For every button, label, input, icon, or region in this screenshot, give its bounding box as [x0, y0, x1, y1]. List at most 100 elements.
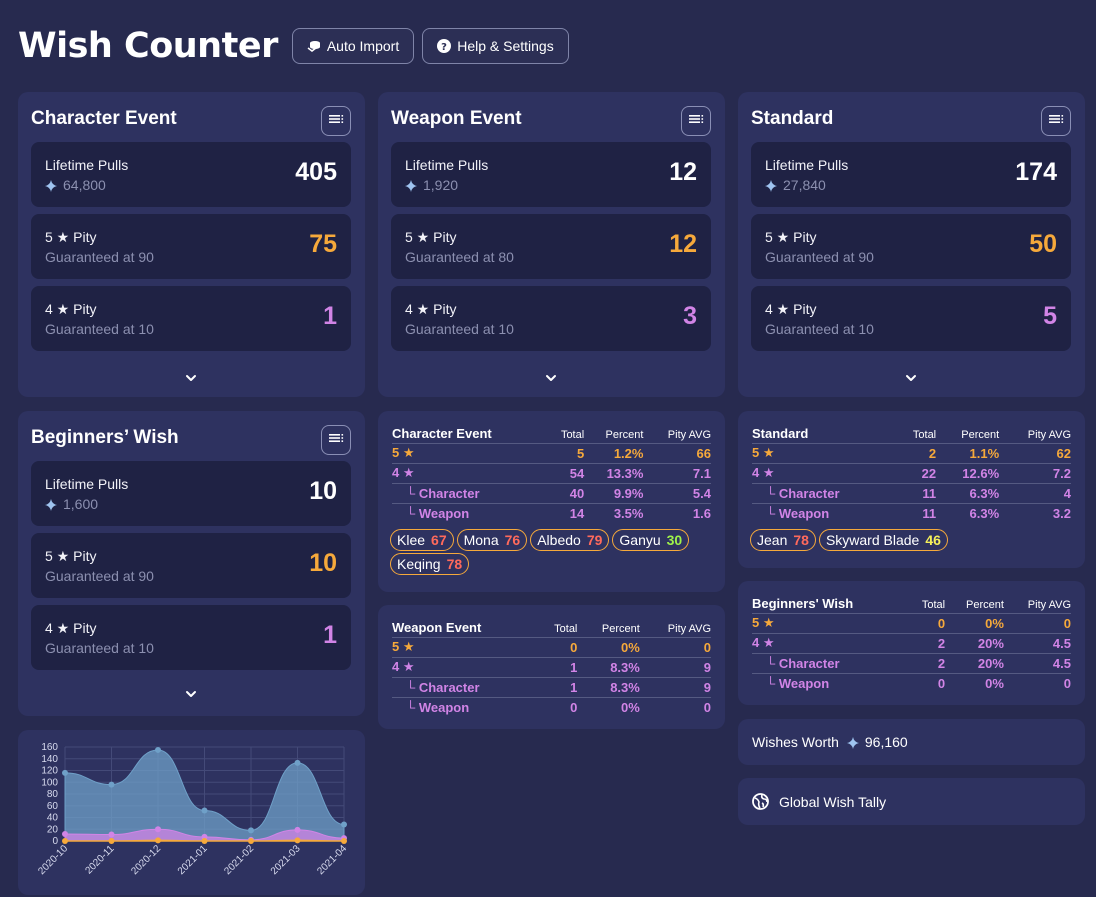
five-star-guarantee: Guaranteed at 90: [45, 249, 154, 265]
character-event-stats-card: Character Event Total Percent Pity AVG 5…: [378, 411, 725, 592]
character-event-stats-table: Character Event Total Percent Pity AVG 5…: [392, 425, 711, 523]
standard-card: Standard Lifetime Pulls 27,840 174 5 ★ P…: [738, 92, 1085, 397]
four-star-guarantee: Guaranteed at 10: [45, 640, 154, 656]
row-percent: 12.6%: [936, 463, 1000, 484]
four-star-pity-panel: 4 ★ Pity Guaranteed at 10 5: [751, 286, 1071, 351]
row-pity: 9: [639, 677, 711, 698]
percent-header: Percent: [945, 595, 1004, 614]
history-chip[interactable]: Jean 78: [750, 529, 816, 551]
four-star-pity-value: 5: [1043, 302, 1057, 330]
chip-pity: 46: [925, 532, 941, 548]
data-point[interactable]: [201, 838, 208, 844]
stats-table-title: Character Event: [392, 425, 548, 444]
five-star-pity-value: 12: [669, 230, 697, 258]
five-star-pity-label: 5 ★ Pity: [765, 229, 817, 245]
row-percent: 8.3%: [577, 657, 640, 678]
pity-avg-header: Pity AVG: [999, 425, 1071, 444]
history-chip[interactable]: Keqing 78: [390, 553, 470, 575]
beginners-wish-menu-button[interactable]: [321, 425, 351, 455]
row-total: 22: [897, 463, 937, 484]
x-tick-label: 2020-12: [129, 843, 163, 877]
table-row: └ Weapon 11 6.3% 3.2: [752, 503, 1071, 523]
lifetime-gems-value: 1,920: [423, 177, 459, 193]
row-total: 11: [922, 505, 937, 521]
five-star-pity-label: 5 ★ Pity: [45, 229, 97, 245]
data-point[interactable]: [108, 781, 115, 788]
help-settings-label: Help & Settings: [457, 38, 554, 54]
expand-chevron-icon[interactable]: [184, 686, 198, 697]
row-label: └ Weapon: [766, 675, 830, 691]
expand-chevron-icon[interactable]: [544, 370, 558, 381]
help-settings-button[interactable]: ? Help & Settings: [422, 28, 569, 64]
four-star-guarantee: Guaranteed at 10: [45, 321, 154, 337]
lifetime-gems: 64,800: [45, 177, 106, 193]
data-point[interactable]: [248, 838, 254, 844]
row-percent: 0%: [985, 675, 1004, 691]
data-point[interactable]: [155, 746, 161, 753]
x-tick-label: 2021-03: [269, 843, 303, 877]
row-percent: 20%: [945, 633, 1004, 654]
data-point[interactable]: [155, 837, 161, 844]
data-point[interactable]: [341, 821, 347, 828]
row-pity: 7.1: [643, 463, 711, 484]
y-tick-label: 80: [47, 789, 59, 800]
auto-import-button[interactable]: Auto Import: [291, 28, 415, 64]
table-row: 5 ★ 0 0% 0: [392, 637, 711, 658]
lifetime-gems-value: 27,840: [783, 177, 826, 193]
row-percent: 20%: [945, 653, 1004, 674]
data-point[interactable]: [248, 827, 254, 834]
chip-name: Jean: [757, 532, 788, 548]
menu-icon: [328, 112, 344, 130]
standard-stats-table: Standard Total Percent Pity AVG 5 ★ 2 1.…: [752, 425, 1071, 523]
global-wish-tally-button[interactable]: Global Wish Tally: [738, 778, 1085, 825]
row-percent: 3.5%: [613, 505, 644, 521]
data-point[interactable]: [62, 830, 68, 837]
data-point[interactable]: [294, 826, 301, 833]
row-label: 5 ★: [392, 637, 540, 658]
five-star-pity-panel: 5 ★ Pity Guaranteed at 90 75: [31, 214, 351, 279]
four-star-pity-value: 3: [683, 302, 697, 330]
data-point[interactable]: [294, 759, 301, 766]
five-star-guarantee: Guaranteed at 80: [405, 249, 514, 265]
data-point[interactable]: [294, 837, 301, 844]
character-event-card: Character Event Lifetime Pulls 64,800 40…: [18, 92, 365, 397]
pity-avg-header: Pity AVG: [1003, 595, 1071, 614]
history-chip[interactable]: Ganyu 30: [612, 529, 690, 551]
expand-chevron-icon[interactable]: [904, 370, 918, 381]
data-point[interactable]: [62, 838, 68, 844]
row-total: 0: [570, 699, 578, 715]
five-star-pity-value: 10: [309, 549, 337, 577]
data-point[interactable]: [108, 838, 115, 844]
row-percent: 9.9%: [584, 483, 644, 504]
row-label: └ Weapon: [766, 505, 830, 521]
history-chip[interactable]: Skyward Blade 46: [818, 529, 948, 551]
data-point[interactable]: [341, 838, 347, 844]
history-chip[interactable]: Mona 76: [456, 529, 528, 551]
row-total: 0: [937, 675, 946, 691]
four-star-pity-panel: 4 ★ Pity Guaranteed at 10 3: [391, 286, 711, 351]
five-star-pity-panel: 5 ★ Pity Guaranteed at 90 10: [31, 533, 351, 598]
header: Wish Counter Auto Import ? Help & Settin…: [18, 24, 577, 68]
history-chip[interactable]: Albedo 79: [530, 529, 610, 551]
expand-chevron-icon[interactable]: [184, 370, 198, 381]
row-label: 4 ★: [392, 657, 540, 678]
data-point[interactable]: [108, 831, 115, 838]
character-event-title: Character Event: [31, 108, 177, 129]
five-star-pity-label: 5 ★ Pity: [45, 548, 97, 564]
five-star-history: Jean 78 Skyward Blade 46: [750, 529, 1070, 553]
row-total: 0: [909, 613, 946, 634]
data-point[interactable]: [201, 807, 208, 814]
row-percent: 6.3%: [936, 483, 1000, 504]
y-tick-label: 0: [52, 836, 58, 847]
data-point[interactable]: [201, 833, 208, 840]
character-event-menu-button[interactable]: [321, 106, 351, 136]
chip-name: Ganyu: [619, 532, 661, 548]
chip-pity: 67: [431, 532, 447, 548]
table-row: 5 ★ 2 1.1% 62: [752, 443, 1071, 464]
data-point[interactable]: [155, 826, 161, 833]
row-percent: 0%: [945, 613, 1004, 634]
standard-menu-button[interactable]: [1041, 106, 1071, 136]
weapon-event-menu-button[interactable]: [681, 106, 711, 136]
history-chip[interactable]: Klee 67: [390, 529, 454, 551]
data-point[interactable]: [62, 769, 68, 776]
